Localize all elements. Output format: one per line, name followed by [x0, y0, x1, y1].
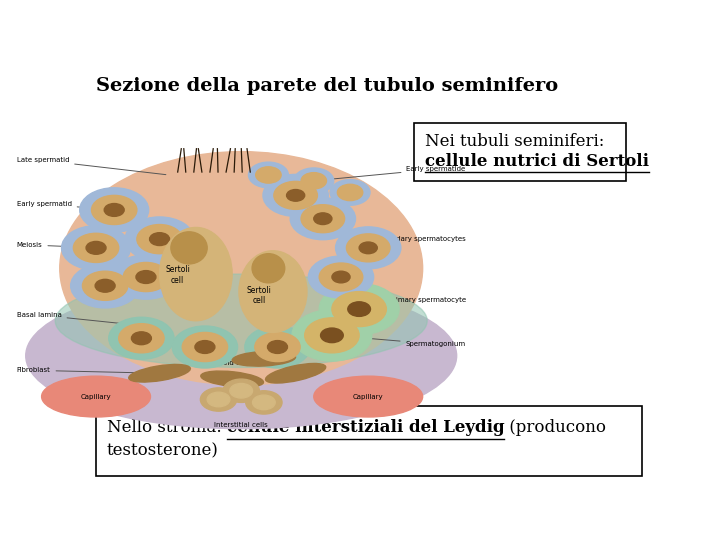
Ellipse shape [60, 152, 423, 385]
Text: Spermatogonium: Spermatogonium [335, 335, 466, 347]
Circle shape [308, 256, 374, 298]
Circle shape [62, 226, 130, 270]
Circle shape [336, 227, 401, 269]
Text: cellule interstiziali del Leydig: cellule interstiziali del Leydig [227, 419, 505, 436]
Circle shape [310, 321, 355, 350]
Text: Basal lamina: Basal lamina [17, 312, 120, 323]
Ellipse shape [129, 364, 190, 382]
Circle shape [332, 292, 387, 327]
Circle shape [359, 242, 377, 254]
FancyBboxPatch shape [96, 406, 642, 476]
Circle shape [230, 383, 253, 398]
Ellipse shape [201, 371, 264, 387]
FancyBboxPatch shape [413, 123, 626, 181]
Text: Fibroblast: Fibroblast [17, 367, 157, 373]
Text: Nei tubuli seminiferi:: Nei tubuli seminiferi: [425, 133, 604, 151]
Ellipse shape [266, 363, 325, 383]
Circle shape [182, 333, 228, 362]
Circle shape [150, 233, 169, 246]
Ellipse shape [314, 376, 423, 417]
Circle shape [80, 188, 148, 232]
Ellipse shape [26, 283, 456, 429]
Ellipse shape [171, 232, 207, 264]
Text: Capillary: Capillary [353, 394, 384, 400]
Text: Meiosis: Meiosis [17, 242, 98, 248]
Circle shape [256, 167, 281, 183]
Circle shape [300, 314, 364, 356]
Circle shape [86, 241, 106, 254]
Text: Late spermatid: Late spermatid [17, 157, 166, 174]
Circle shape [338, 184, 363, 201]
Circle shape [91, 195, 137, 225]
Circle shape [125, 217, 194, 261]
Circle shape [322, 329, 342, 342]
Text: Sertoli
cell: Sertoli cell [166, 266, 190, 285]
Text: cellule nutrici di Sertoli: cellule nutrici di Sertoli [425, 153, 649, 170]
Text: Myoid cells: Myoid cells [212, 360, 251, 366]
Circle shape [132, 332, 151, 345]
Circle shape [314, 213, 332, 225]
Text: Interstitial cells: Interstitial cells [215, 422, 268, 428]
Circle shape [319, 263, 363, 291]
Circle shape [195, 341, 215, 353]
Circle shape [248, 162, 289, 188]
Circle shape [301, 173, 326, 189]
Circle shape [330, 180, 370, 205]
Circle shape [305, 318, 359, 353]
Circle shape [245, 326, 310, 368]
Circle shape [137, 225, 182, 254]
Circle shape [223, 379, 259, 402]
Circle shape [346, 234, 390, 262]
Ellipse shape [252, 254, 284, 283]
Text: (producono: (producono [505, 419, 606, 436]
Circle shape [71, 264, 140, 308]
Circle shape [255, 333, 300, 362]
Circle shape [136, 271, 156, 284]
Circle shape [332, 271, 350, 283]
Circle shape [290, 198, 356, 240]
Text: Nello stroma:: Nello stroma: [107, 419, 227, 436]
Circle shape [294, 168, 334, 194]
Circle shape [246, 391, 282, 414]
Circle shape [73, 233, 119, 262]
Circle shape [207, 392, 230, 407]
Ellipse shape [55, 274, 427, 367]
Text: testosterone): testosterone) [107, 442, 219, 460]
Circle shape [83, 271, 128, 300]
Text: Secondary spermatocytes: Secondary spermatocytes [371, 236, 466, 247]
Circle shape [112, 255, 181, 299]
Text: Early spermatide: Early spermatide [317, 166, 466, 180]
Text: Early spermatid: Early spermatid [17, 201, 112, 210]
Circle shape [253, 395, 275, 410]
Circle shape [263, 174, 328, 217]
Circle shape [348, 302, 371, 316]
Text: Primary spermatocyte: Primary spermatocyte [362, 298, 466, 309]
Ellipse shape [239, 251, 307, 333]
Circle shape [123, 262, 168, 292]
Circle shape [268, 341, 287, 353]
Circle shape [172, 326, 238, 368]
Circle shape [200, 388, 237, 411]
Ellipse shape [160, 227, 232, 321]
Circle shape [95, 279, 115, 292]
Text: Sertoli
cell: Sertoli cell [247, 286, 271, 305]
Circle shape [287, 190, 305, 201]
Circle shape [274, 181, 318, 210]
Circle shape [319, 284, 399, 335]
Text: Sezione della parete del tubulo seminifero: Sezione della parete del tubulo seminife… [96, 77, 558, 95]
Circle shape [292, 309, 372, 361]
Ellipse shape [233, 351, 295, 366]
Circle shape [320, 328, 343, 343]
Circle shape [119, 323, 164, 353]
Ellipse shape [42, 376, 150, 417]
Circle shape [301, 205, 345, 233]
Circle shape [104, 204, 124, 217]
Circle shape [109, 318, 174, 359]
Text: Capillary: Capillary [81, 394, 112, 400]
